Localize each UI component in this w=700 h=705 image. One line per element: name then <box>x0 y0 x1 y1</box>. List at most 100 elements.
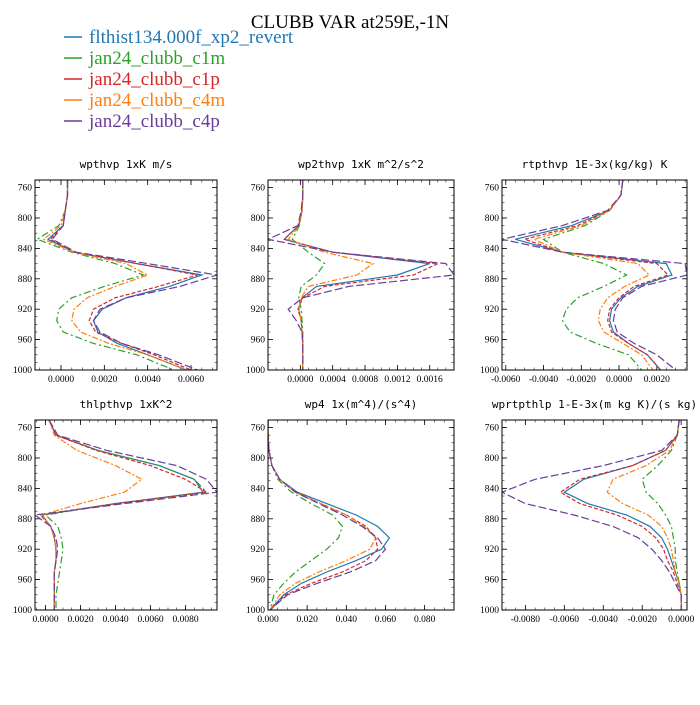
panel: wpthvp 1xK m/s 760 800 840 880 920 960 1000 0.00… <box>13 158 218 385</box>
series-line <box>42 180 187 370</box>
y-tick-label: 960 <box>485 576 500 586</box>
panel-title: wprtpthlp 1-E-3x(m kg K)/(s kg) <box>492 398 697 411</box>
y-tick-label: 920 <box>251 545 266 555</box>
y-tick-label: 800 <box>251 454 266 464</box>
y-tick-label: 960 <box>18 576 33 586</box>
y-tick-label: 880 <box>485 275 500 285</box>
series-line <box>44 420 208 610</box>
series-line <box>46 180 205 370</box>
legend: flthist134.000f_xp2_revertjan24_clubb_c1… <box>64 27 294 132</box>
panel-frame <box>34 179 218 371</box>
y-tick-label: 880 <box>18 515 33 525</box>
y-tick-label: 1000 <box>480 606 499 616</box>
x-tick-label: -0.0040 <box>589 615 619 625</box>
x-tick-label: 0.0000 <box>48 375 74 385</box>
y-tick-label: 840 <box>485 484 500 494</box>
y-tick-label: 1000 <box>246 366 265 376</box>
series-line <box>49 180 198 370</box>
x-tick-label: 0.0080 <box>172 615 198 625</box>
x-tick-label: -0.0060 <box>550 615 580 625</box>
series-line <box>268 420 387 610</box>
y-tick-label: 760 <box>251 424 266 434</box>
series-line <box>502 420 682 610</box>
y-tick-label: 880 <box>251 275 266 285</box>
series-line <box>532 180 654 370</box>
y-tick-label: 800 <box>251 214 266 224</box>
x-tick-label: 0.0060 <box>178 375 204 385</box>
y-tick-label: 800 <box>18 454 33 464</box>
x-tick-label: 0.0060 <box>137 615 163 625</box>
y-tick-label: 880 <box>485 515 500 525</box>
x-tick-label: 0.0040 <box>135 375 161 385</box>
series-line <box>291 180 326 370</box>
x-tick-label: -0.0060 <box>491 375 521 385</box>
y-tick-label: 1000 <box>480 366 499 376</box>
x-tick-label: -0.0020 <box>567 375 597 385</box>
x-tick-label: 0.040 <box>336 615 358 625</box>
series-line <box>268 420 379 610</box>
x-tick-label: 0.000 <box>257 615 279 625</box>
panel-title: wpthvp 1xK m/s <box>80 158 173 171</box>
panel-frame <box>501 179 688 371</box>
y-tick-label: 880 <box>18 275 33 285</box>
series-line <box>606 420 682 610</box>
panel-title: rtpthvp 1E-3x(kg/kg) K <box>522 158 668 171</box>
series-line <box>268 420 391 610</box>
y-tick-label: 880 <box>251 515 266 525</box>
y-tick-label: 760 <box>18 184 33 194</box>
series-line <box>502 180 687 370</box>
panel-frame <box>267 419 455 611</box>
x-tick-label: -0.0080 <box>511 615 541 625</box>
series-line <box>515 180 673 370</box>
series-line <box>268 420 377 610</box>
y-tick-label: 960 <box>251 336 266 346</box>
legend-entry: jan24_clubb_c1m <box>88 48 225 69</box>
panel: wprtpthlp 1-E-3x(m kg K)/(s kg) 760 800 840… <box>480 398 697 625</box>
panel: rtpthvp 1E-3x(kg/kg) K 760 800 840 880 920 960… <box>480 158 688 385</box>
x-tick-label: 0.0020 <box>67 615 93 625</box>
legend-entry: jan24_clubb_c4m <box>88 90 225 111</box>
x-tick-label: 0.060 <box>375 615 397 625</box>
y-tick-label: 1000 <box>13 366 32 376</box>
y-tick-label: 840 <box>251 244 266 254</box>
y-tick-label: 760 <box>485 424 500 434</box>
series-line <box>51 180 217 370</box>
series-line <box>35 420 217 610</box>
series-line <box>268 180 454 370</box>
x-tick-label: 0.0000 <box>32 615 58 625</box>
y-tick-label: 760 <box>18 424 33 434</box>
panel-frame <box>34 419 218 611</box>
x-tick-label: 0.0020 <box>91 375 117 385</box>
legend-entry: jan24_clubb_c1p <box>88 69 220 90</box>
panel: wp2thvp 1xK m^2/s^2 760 800 840 880 920 960 100… <box>246 158 455 385</box>
x-tick-label: 0.0008 <box>352 375 378 385</box>
y-tick-label: 800 <box>485 214 500 224</box>
x-tick-label: 0.0040 <box>102 615 128 625</box>
y-tick-label: 920 <box>485 305 500 315</box>
series-line <box>283 180 440 370</box>
y-tick-label: 1000 <box>13 606 32 616</box>
y-tick-label: 960 <box>18 336 33 346</box>
series-line <box>287 180 375 370</box>
series-line <box>35 180 174 370</box>
series-line <box>40 420 205 610</box>
y-tick-label: 800 <box>485 454 500 464</box>
y-tick-label: 840 <box>18 484 33 494</box>
legend-entry: jan24_clubb_c4p <box>88 111 220 132</box>
y-tick-label: 920 <box>485 545 500 555</box>
series-line <box>522 180 670 370</box>
y-tick-label: 840 <box>251 484 266 494</box>
y-tick-label: 760 <box>251 184 266 194</box>
panels: wpthvp 1xK m/s76080084088092096010000.00… <box>13 158 697 625</box>
series-line <box>559 420 682 610</box>
series-line <box>542 180 643 370</box>
y-tick-label: 920 <box>251 305 266 315</box>
chart-title: CLUBB VAR at259E,-1N <box>251 12 450 33</box>
x-tick-label: 0.080 <box>414 615 436 625</box>
panel-title: wp4 1x(m^4)/(s^4) <box>305 398 418 411</box>
y-tick-label: 760 <box>485 184 500 194</box>
y-tick-label: 1000 <box>246 606 265 616</box>
series-line <box>641 420 682 610</box>
